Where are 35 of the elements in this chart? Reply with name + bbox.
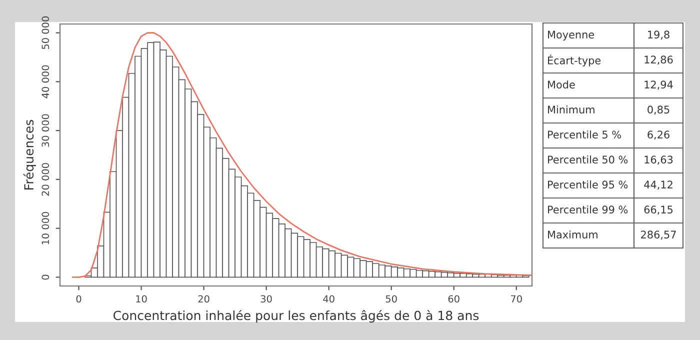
x-tick-label: 60 xyxy=(448,295,460,303)
text: Mode xyxy=(548,80,575,89)
x-tick-label: 50 xyxy=(386,295,397,303)
text: Écart-type xyxy=(548,54,601,66)
line-series xyxy=(72,32,532,278)
text: 286,57 xyxy=(641,230,676,240)
text: Percentile 95 % xyxy=(548,180,628,189)
text: Percentile 99 % xyxy=(548,205,628,214)
text: 16,63 xyxy=(644,156,673,165)
x-tick-label: 10 xyxy=(136,295,147,303)
text: 0,85 xyxy=(648,106,670,115)
y-tick-label: 10 000 xyxy=(42,212,50,244)
text: Percentile 50 % xyxy=(548,155,628,164)
y-tick-label: 0 xyxy=(42,274,50,280)
y-axis-title: Fréquences xyxy=(23,120,36,190)
text: 12,86 xyxy=(644,56,673,65)
y-tick-label: 30 000 xyxy=(42,114,50,147)
x-tick-label: 0 xyxy=(76,295,82,303)
y-tick-label: 40 000 xyxy=(42,65,50,98)
text: Percentile 5 % xyxy=(548,130,621,139)
text: 19,8 xyxy=(648,30,670,40)
y-tick-label: 20 000 xyxy=(42,163,50,196)
text: Minimum xyxy=(548,105,594,114)
x-tick-label: 40 xyxy=(323,295,334,303)
y-tick-label: 50 000 xyxy=(42,16,50,50)
x-tick-label: 20 xyxy=(198,295,210,303)
text: 66,15 xyxy=(644,206,672,215)
x-tick-label: 70 xyxy=(510,295,522,303)
text: Maximum xyxy=(548,230,598,239)
text: 44,12 xyxy=(644,180,672,190)
x-axis-title: Concentration inhalée pour les enfants âgés de 0 à 18 ans xyxy=(114,310,479,323)
text: Moyenne xyxy=(548,30,594,41)
text: 12,94 xyxy=(644,80,673,90)
x-tick-label: 30 xyxy=(260,295,272,303)
text: 6,26 xyxy=(648,130,670,140)
